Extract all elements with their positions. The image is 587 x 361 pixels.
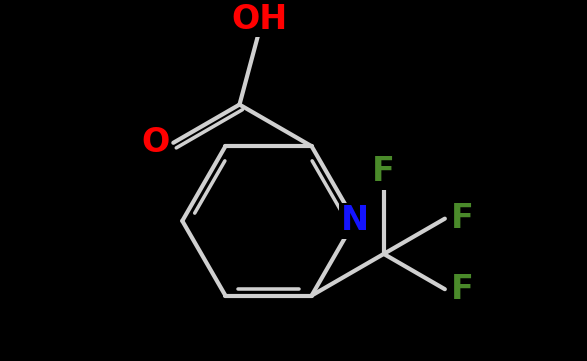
Text: N: N — [340, 204, 369, 238]
Text: O: O — [141, 126, 170, 159]
Text: F: F — [451, 273, 474, 306]
Text: F: F — [372, 155, 395, 188]
Text: OH: OH — [231, 3, 288, 35]
Text: F: F — [451, 202, 474, 235]
